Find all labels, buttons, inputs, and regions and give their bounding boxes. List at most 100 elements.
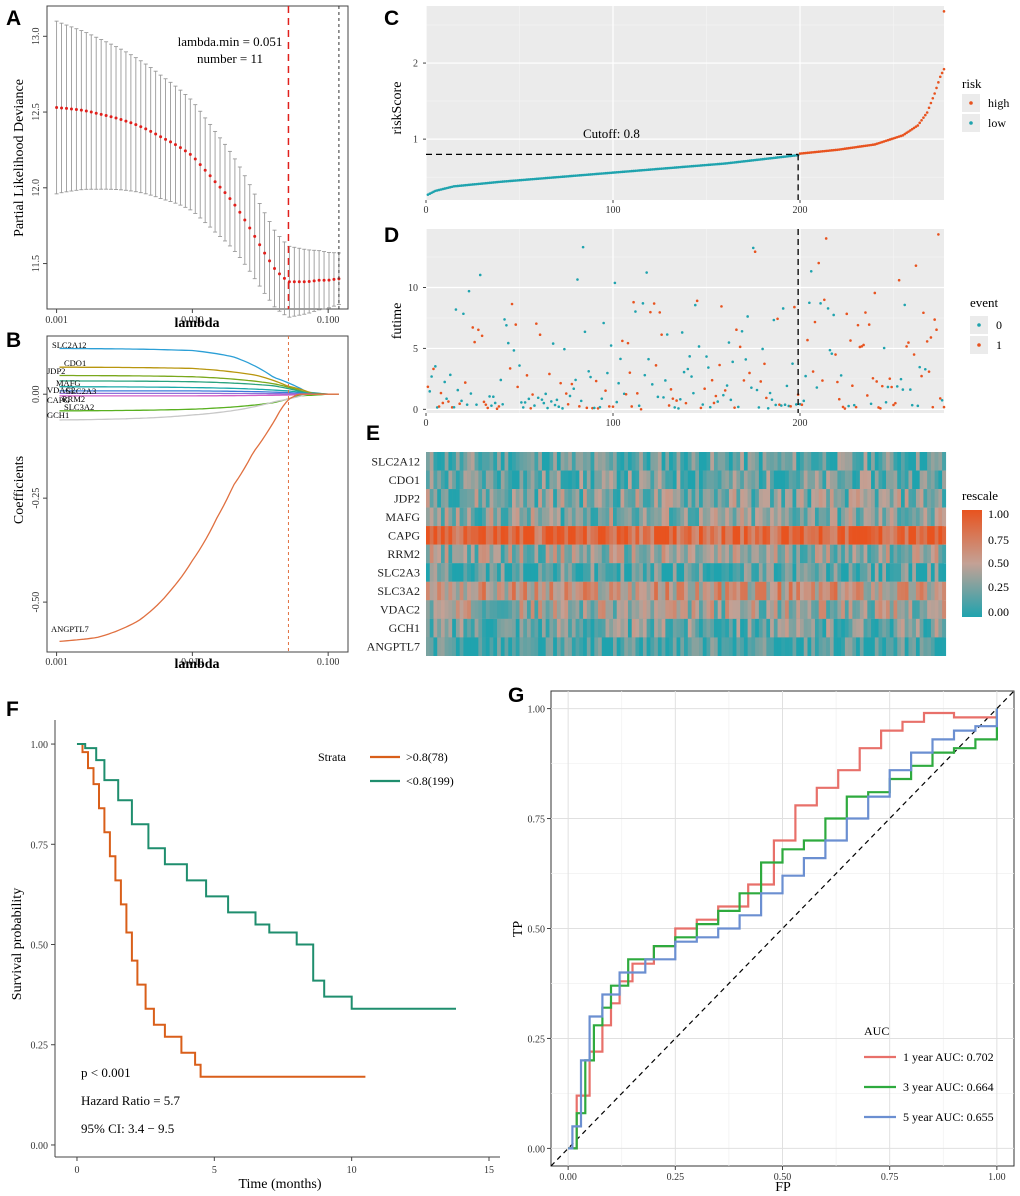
e-heatmap-cell (684, 637, 688, 656)
d-censored-point (456, 388, 460, 392)
e-heatmap-cell (523, 452, 528, 471)
e-heatmap-cell (661, 489, 666, 508)
e-heatmap-cell (751, 600, 756, 619)
c-high-point (800, 152, 804, 155)
e-heatmap-cell (635, 470, 640, 490)
a-ytick-label: 11.5 (31, 255, 42, 272)
e-heatmap-cell (605, 507, 610, 527)
e-heatmap-cell (426, 618, 430, 638)
c-low-point (641, 168, 645, 172)
e-heatmap-cell (661, 600, 666, 619)
e-heatmap-cell (635, 637, 640, 656)
d-xtick-label: 200 (793, 418, 808, 429)
e-heatmap-cell (575, 489, 580, 508)
e-gene-label: SLC2A12 (371, 454, 420, 468)
e-heatmap-cell (807, 563, 812, 582)
d-censored-point (716, 400, 720, 403)
e-heatmap-cell (800, 637, 804, 656)
e-heatmap-cell (867, 618, 872, 638)
e-heatmap-cell (433, 489, 438, 508)
e-heatmap-cell (833, 526, 838, 545)
d-censored-point (783, 403, 787, 406)
e-heatmap-cell (777, 544, 782, 564)
e-heatmap-cell (616, 581, 621, 601)
e-heatmap-cell (878, 637, 883, 656)
e-heatmap-cell (440, 581, 445, 601)
e-heatmap-cell (706, 489, 711, 508)
e-heatmap-cell (814, 489, 819, 508)
e-gene-label: JDP2 (394, 491, 420, 505)
e-heatmap-cell (429, 544, 434, 564)
d-event-point (735, 328, 738, 332)
e-heatmap-cell (485, 452, 490, 471)
e-heatmap-cell (938, 544, 943, 564)
e-heatmap-cell (463, 544, 468, 564)
risk-legend-title: risk (962, 76, 982, 91)
e-heatmap-cell (654, 637, 659, 656)
c-high-point (905, 131, 908, 135)
e-heatmap-cell (859, 544, 864, 564)
e-heatmap-cell (721, 563, 726, 582)
e-heatmap-cell (598, 489, 602, 508)
e-heatmap-cell (893, 563, 898, 582)
e-heatmap-cell (676, 581, 681, 601)
e-heatmap-cell (680, 600, 685, 619)
e-heatmap-cell (586, 637, 591, 656)
e-heatmap-cell (904, 544, 909, 564)
c-low-point (650, 168, 654, 171)
e-heatmap-cell (564, 452, 569, 471)
e-heatmap-cell (897, 470, 902, 490)
d-censored-point (923, 367, 927, 371)
e-heatmap-cell (796, 489, 801, 508)
e-heatmap-cell (586, 563, 591, 582)
e-heatmap-cell (553, 507, 558, 527)
e-heatmap-cell (463, 600, 468, 619)
e-heatmap-cell (871, 470, 876, 490)
e-heatmap-cell (463, 637, 468, 656)
e-heatmap-cell (908, 544, 913, 564)
e-heatmap-cell (930, 507, 935, 527)
e-gene-label: SLC2A3 (377, 566, 420, 580)
e-heatmap-cell (613, 489, 617, 508)
e-heatmap-cell (508, 581, 513, 601)
e-heatmap-cell (657, 581, 662, 601)
e-heatmap-cell (665, 544, 670, 564)
e-heatmap-cell (654, 526, 659, 545)
d-event-point (854, 405, 858, 409)
e-heatmap-cell (758, 544, 763, 564)
c-low-point (555, 175, 559, 179)
e-heatmap-cell (912, 637, 917, 656)
e-heatmap-cell (463, 581, 468, 601)
e-heatmap-cell (657, 637, 662, 656)
e-heatmap-cell (613, 618, 617, 638)
d-ytick-label: 0 (413, 405, 418, 416)
e-heatmap-cell (773, 544, 778, 564)
e-heatmap-cell (545, 507, 550, 527)
e-heatmap-cell (680, 470, 685, 490)
e-heatmap-cell (508, 600, 513, 619)
e-heatmap-cell (710, 544, 715, 564)
e-heatmap-cell (788, 507, 793, 527)
e-heatmap-cell (661, 618, 666, 638)
c-low-point (531, 177, 534, 181)
e-heatmap-cell (822, 544, 827, 564)
e-heatmap-cell (642, 581, 647, 601)
c-high-point (918, 121, 921, 125)
e-gene-label: RRM2 (387, 547, 420, 561)
e-heatmap-cell (493, 618, 498, 638)
e-heatmap-cell (635, 563, 640, 582)
e-heatmap-cell (919, 637, 924, 656)
e-heatmap-cell (467, 563, 472, 582)
e-heatmap-cell (482, 452, 487, 471)
e-heatmap-cell (654, 507, 659, 527)
d-censored-point (692, 391, 695, 395)
e-heatmap-cell (590, 581, 595, 601)
e-heatmap-cell (871, 544, 876, 564)
e-heatmap-cell (725, 581, 730, 601)
e-heatmap-cell (762, 544, 767, 564)
e-heatmap-cell (904, 489, 909, 508)
panel-g-legend: AUC 1 year AUC: 0.702 3 year AUC: 0.664 … (864, 1024, 994, 1124)
e-heatmap-cell (478, 452, 483, 471)
e-heatmap-cell (844, 526, 849, 545)
e-heatmap-cell (538, 544, 543, 564)
